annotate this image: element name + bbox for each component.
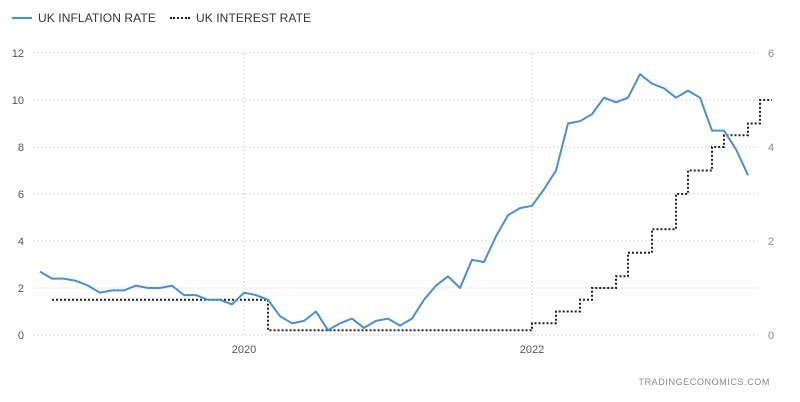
left-tick-label: 8 [18,142,24,154]
x-axis-ticks: 2020 2022 [232,344,544,356]
chart-legend: UK INFLATION RATE UK INTEREST RATE [12,11,325,25]
left-tick-label: 4 [18,236,24,248]
interest-rate-series [52,99,772,332]
right-axis-ticks: 0 2 4 6 [768,48,774,342]
left-tick-label: 12 [12,48,24,60]
x-tick-label: 2020 [232,344,256,356]
legend-swatch-inflation [12,17,32,19]
left-tick-label: 0 [18,330,24,342]
legend-label-interest: UK INTEREST RATE [195,11,312,25]
left-tick-label: 10 [12,95,24,107]
right-tick-label: 0 [768,330,774,342]
legend-item-inflation[interactable]: UK INFLATION RATE [12,11,156,25]
left-axis-ticks: 0 2 4 6 8 10 12 [12,48,24,342]
grid-lines [33,52,758,336]
legend-label-inflation: UK INFLATION RATE [38,11,156,25]
legend-item-interest[interactable]: UK INTEREST RATE [169,11,312,25]
legend-swatch-interest [169,17,190,19]
right-tick-label: 4 [768,142,774,154]
source-credit: TRADINGECONOMICS.COM [638,377,770,387]
interest-line [52,99,772,332]
x-tick-label: 2022 [520,344,544,356]
left-tick-label: 6 [18,189,24,201]
inflation-rate-series [39,73,749,332]
right-tick-label: 6 [768,48,774,60]
right-tick-label: 2 [768,236,774,248]
inflation-line [39,73,749,332]
left-tick-label: 2 [18,283,24,295]
